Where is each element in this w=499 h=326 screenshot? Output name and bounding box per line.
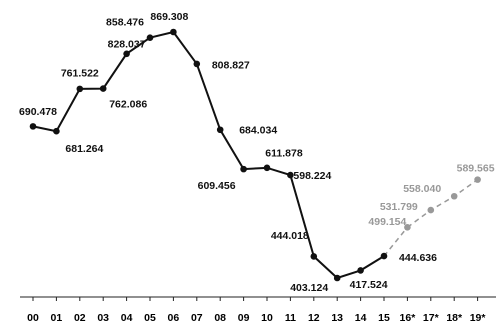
series-line bbox=[32, 30, 385, 280]
point bbox=[76, 85, 84, 93]
x-tick-label: 14 bbox=[355, 312, 367, 324]
x-tick-label: 13 bbox=[331, 312, 343, 324]
point bbox=[474, 176, 481, 183]
point bbox=[123, 50, 130, 58]
x-tick-label: 03 bbox=[97, 312, 109, 324]
data-label: 681.264 bbox=[65, 143, 103, 155]
point bbox=[240, 165, 247, 173]
data-label: 598.224 bbox=[293, 170, 331, 182]
data-label: 609.456 bbox=[198, 180, 236, 192]
point bbox=[310, 253, 318, 260]
data-label: 531.799 bbox=[380, 201, 418, 213]
data-label: 858.476 bbox=[106, 16, 144, 28]
data-label: 403.124 bbox=[290, 282, 328, 294]
point bbox=[450, 192, 458, 200]
x-tick-label: 05 bbox=[144, 312, 156, 324]
x-tick-label: 08 bbox=[214, 312, 226, 324]
data-label: 690.478 bbox=[19, 106, 57, 118]
data-label: 869.308 bbox=[150, 11, 188, 23]
point bbox=[170, 28, 177, 36]
data-label: 444.636 bbox=[399, 252, 437, 264]
data-label: 611.878 bbox=[265, 148, 303, 160]
point bbox=[263, 164, 271, 172]
point bbox=[357, 267, 364, 274]
x-tick-label: 19* bbox=[470, 312, 487, 324]
data-label: 761.522 bbox=[61, 68, 99, 80]
point bbox=[29, 123, 37, 130]
data-label: 444.018 bbox=[271, 230, 309, 242]
x-tick-label: 02 bbox=[74, 312, 86, 324]
data-label: 808.827 bbox=[212, 60, 250, 72]
x-tick-label: 04 bbox=[121, 312, 133, 324]
data-label: 417.524 bbox=[350, 279, 388, 291]
point bbox=[53, 127, 60, 135]
x-tick-label: 11 bbox=[285, 312, 296, 324]
x-tick-label: 00 bbox=[27, 312, 39, 324]
x-tick-label: 12 bbox=[308, 312, 320, 324]
x-tick-label: 09 bbox=[238, 312, 250, 324]
point bbox=[333, 274, 341, 282]
point bbox=[380, 252, 388, 260]
data-label: 828.037 bbox=[108, 39, 146, 51]
point bbox=[287, 171, 294, 179]
x-tick-label: 06 bbox=[168, 312, 180, 324]
data-label: 762.086 bbox=[109, 98, 147, 110]
x-tick-label: 10 bbox=[261, 312, 273, 324]
point bbox=[404, 224, 411, 231]
data-label: 499.154 bbox=[368, 216, 406, 228]
x-tick-label: 07 bbox=[191, 312, 203, 324]
x-tick-label: 18* bbox=[446, 312, 463, 324]
point bbox=[193, 60, 201, 68]
point bbox=[99, 85, 107, 92]
connector bbox=[383, 226, 408, 257]
x-tick-label: 01 bbox=[51, 312, 63, 324]
x-tick-label: 16* bbox=[400, 312, 417, 324]
point bbox=[146, 34, 154, 42]
data-label: 589.565 bbox=[457, 162, 495, 174]
x-tick-label: 17* bbox=[423, 312, 440, 324]
x-tick-label: 15 bbox=[378, 312, 390, 324]
data-label: 558.040 bbox=[403, 183, 441, 195]
point bbox=[216, 126, 224, 134]
point bbox=[427, 206, 435, 214]
data-label: 684.034 bbox=[239, 125, 277, 137]
